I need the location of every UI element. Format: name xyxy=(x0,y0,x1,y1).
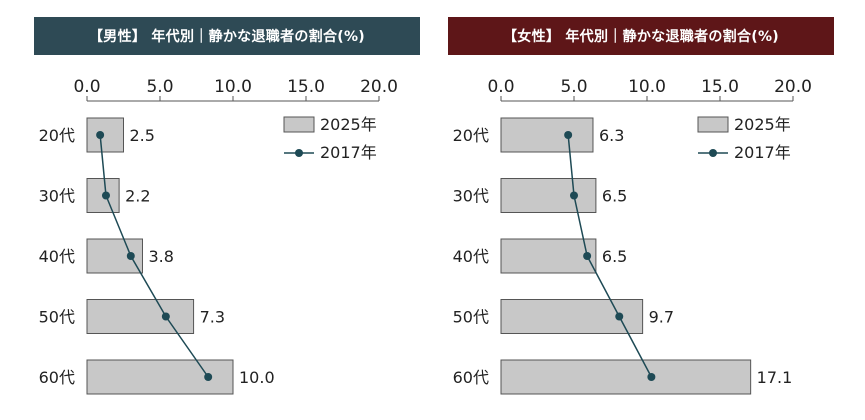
series-point xyxy=(615,312,624,321)
bar xyxy=(86,117,124,153)
bar xyxy=(500,238,597,274)
legend-label: 2025年 xyxy=(320,115,377,134)
bar xyxy=(500,359,752,395)
x-tick-label: 10.0 xyxy=(628,77,666,97)
x-tick-label: 5.0 xyxy=(146,77,173,97)
bar-value-label: 6.3 xyxy=(599,126,624,145)
x-tick-label: 5.0 xyxy=(560,77,587,97)
x-tick-label: 0.0 xyxy=(487,77,514,97)
legend-swatch-bar xyxy=(283,116,315,133)
x-tick-label: 15.0 xyxy=(287,77,325,97)
chart-female: 0.0 5.0 10.0 15.0 20.0 6.3 20代 6.5 30代 6.5 40代 9.7 5… xyxy=(453,77,812,395)
bar-value-label: 17.1 xyxy=(757,368,793,387)
chart-title: 【女性】 年代別｜静かな退職者の割合(%) xyxy=(448,17,834,55)
series-point xyxy=(161,312,170,321)
series-point xyxy=(570,191,578,200)
x-tick-label: 0.0 xyxy=(73,77,100,97)
legend-swatch-bar xyxy=(697,116,729,133)
chart-panel-male: 【男性】 年代別｜静かな退職者の割合(%) 0.0 5.0 10.0 15.0 20.0… xyxy=(34,0,434,420)
legend-label: 2017年 xyxy=(320,143,377,162)
x-tick-label: 15.0 xyxy=(701,77,739,97)
legend-swatch-point xyxy=(709,149,717,157)
bar-value-label: 9.7 xyxy=(649,308,674,327)
bar-value-label: 6.5 xyxy=(602,247,627,266)
category-label: 50代 xyxy=(453,308,489,327)
bar-value-label: 2.2 xyxy=(125,187,150,206)
bar-value-label: 3.8 xyxy=(148,247,173,266)
category-label: 50代 xyxy=(39,308,75,327)
bar xyxy=(500,117,594,153)
category-label: 30代 xyxy=(453,187,489,206)
bar-value-label: 2.5 xyxy=(130,126,155,145)
bar xyxy=(500,178,597,213)
x-tick-label: 20.0 xyxy=(360,77,398,97)
legend-label: 2017年 xyxy=(734,143,791,162)
legend-label: 2025年 xyxy=(734,115,791,134)
category-label: 40代 xyxy=(453,247,489,266)
category-label: 20代 xyxy=(39,126,75,145)
series-point xyxy=(647,373,656,381)
series-point xyxy=(564,131,573,139)
chart-panel-female: 【女性】 年代別｜静かな退職者の割合(%) 0.0 5.0 10.0 15.0 20.0… xyxy=(448,0,848,420)
bar xyxy=(86,299,195,334)
series-point xyxy=(101,191,110,200)
bar-value-label: 10.0 xyxy=(239,368,275,387)
bar-value-label: 7.3 xyxy=(200,308,225,327)
category-label: 30代 xyxy=(39,187,75,206)
category-label: 40代 xyxy=(39,247,75,266)
chart-male: 0.0 5.0 10.0 15.0 20.0 2.5 20代 2.2 30代 3.8 40代 7.3 5… xyxy=(39,77,398,395)
x-tick-label: 10.0 xyxy=(214,77,252,97)
x-tick-label: 20.0 xyxy=(774,77,812,97)
bar-value-label: 6.5 xyxy=(602,187,627,206)
series-point xyxy=(583,252,592,260)
legend-swatch-point xyxy=(295,149,303,157)
category-label: 60代 xyxy=(39,368,75,387)
series-point xyxy=(126,252,135,260)
category-label: 60代 xyxy=(453,368,489,387)
series-point xyxy=(96,131,105,139)
chart-title: 【男性】 年代別｜静かな退職者の割合(%) xyxy=(34,17,420,55)
category-label: 20代 xyxy=(453,126,489,145)
series-point xyxy=(204,373,213,381)
